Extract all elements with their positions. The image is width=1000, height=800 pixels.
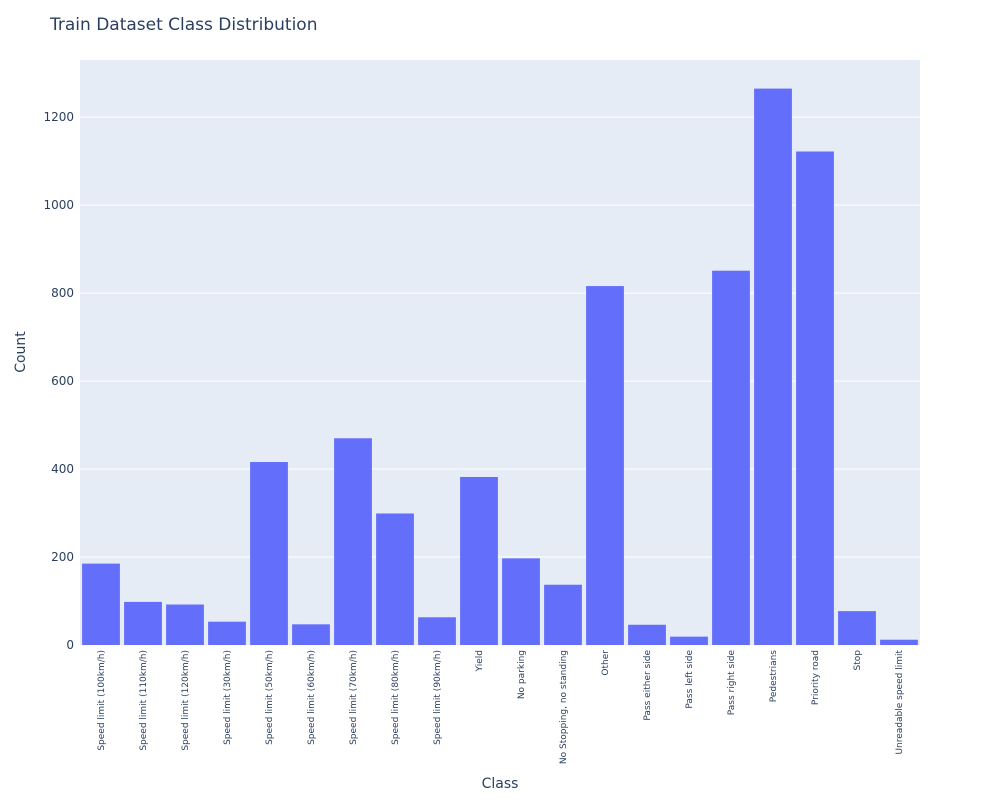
x-tick-label: Speed limit (120km/h)	[181, 650, 191, 751]
y-axis-title: Count	[13, 331, 29, 373]
y-tick-label: 1200	[43, 110, 74, 124]
bar[interactable]	[250, 462, 288, 645]
y-tick-label: 600	[51, 374, 74, 388]
chart-title: Train Dataset Class Distribution	[49, 15, 317, 35]
x-tick-label: Speed limit (50km/h)	[265, 650, 275, 745]
x-tick-label: Speed limit (80km/h)	[391, 650, 401, 745]
bar[interactable]	[796, 151, 834, 646]
y-tick-label: 0	[66, 638, 74, 652]
bar[interactable]	[838, 611, 876, 645]
x-tick-label: Pass right side	[727, 650, 737, 716]
x-tick-label: Speed limit (60km/h)	[307, 650, 317, 745]
x-tick-label: Pass either side	[643, 650, 653, 721]
bar[interactable]	[334, 438, 372, 645]
x-tick-label: No Stopping, no standing	[559, 650, 569, 764]
x-axis-ticks: Speed limit (100km/h) Speed limit (110km/…	[97, 650, 905, 765]
x-tick-label: Speed limit (90km/h)	[433, 650, 443, 745]
bars	[82, 88, 918, 646]
x-tick-label: Yield	[475, 650, 485, 672]
x-tick-label: Speed limit (70km/h)	[349, 650, 359, 745]
bar[interactable]	[586, 286, 624, 645]
bar[interactable]	[82, 563, 120, 645]
x-tick-label: Other	[601, 650, 611, 676]
y-tick-label: 400	[51, 462, 74, 476]
x-tick-label: Speed limit (100km/h)	[97, 650, 107, 751]
y-tick-label: 200	[51, 550, 74, 564]
bar[interactable]	[376, 513, 414, 645]
bar[interactable]	[754, 88, 792, 646]
y-axis-ticks: 0 200 400 600 800 1000 1200	[43, 110, 74, 652]
x-tick-label: No parking	[517, 650, 527, 699]
bar[interactable]	[166, 604, 204, 645]
x-tick-label: Unreadable speed limit	[895, 650, 905, 755]
y-tick-label: 800	[51, 286, 74, 300]
x-tick-label: Priority road	[811, 650, 821, 705]
x-tick-label: Speed limit (110km/h)	[139, 650, 149, 751]
bar[interactable]	[460, 476, 498, 645]
bar[interactable]	[418, 617, 456, 645]
bar[interactable]	[628, 624, 666, 645]
bar[interactable]	[292, 624, 330, 645]
x-tick-label: Stop	[853, 650, 863, 671]
x-tick-label: Speed limit (30km/h)	[223, 650, 233, 745]
y-tick-label: 1000	[43, 198, 74, 212]
x-axis-title: Class	[482, 776, 519, 792]
bar[interactable]	[544, 584, 582, 645]
bar[interactable]	[712, 270, 750, 645]
bar[interactable]	[502, 558, 540, 645]
bar[interactable]	[208, 621, 246, 645]
bar[interactable]	[880, 639, 918, 645]
x-tick-label: Pass left side	[685, 650, 695, 709]
x-tick-label: Pedestrians	[769, 650, 779, 703]
bar[interactable]	[670, 636, 708, 645]
bar[interactable]	[124, 601, 162, 645]
